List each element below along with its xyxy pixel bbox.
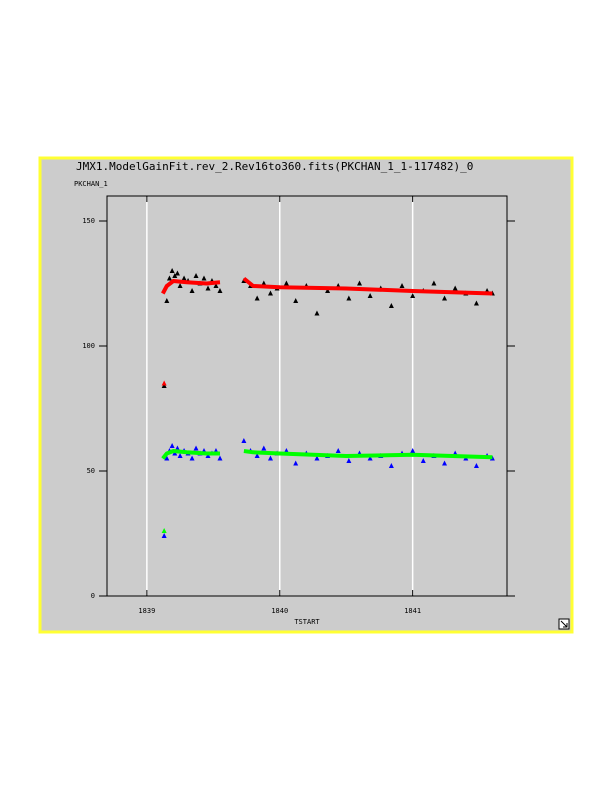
x-tick-label: 1841: [404, 607, 421, 615]
triangle-point: [205, 285, 211, 291]
triangle-point: [254, 453, 260, 458]
triangle-point: [420, 458, 426, 463]
triangle-point: [442, 295, 448, 301]
triangle-point: [193, 273, 199, 278]
triangle-point: [189, 455, 195, 461]
triangle-point: [293, 460, 299, 466]
triangle-point: [254, 295, 260, 301]
triangle-point: [356, 280, 362, 286]
triangle-point: [388, 303, 394, 308]
plot-frame: [106, 195, 508, 597]
triangle-point: [161, 528, 167, 533]
triangle-point: [314, 455, 320, 461]
triangle-point: [452, 285, 458, 291]
triangle-point: [346, 295, 352, 301]
y-tick-label: 0: [91, 592, 95, 600]
triangle-point: [473, 300, 479, 306]
triangle-point: [161, 380, 167, 386]
triangle-point: [410, 293, 416, 298]
triangle-point: [293, 298, 299, 303]
fit-line: [161, 276, 493, 296]
y-tick-label: 50: [87, 467, 95, 475]
fit-line: [161, 449, 493, 460]
plot-window: [38, 156, 574, 634]
triangle-point: [189, 288, 195, 293]
chart-title: JMX1.ModelGainFit.rev_2.Rev16to360.fits(…: [76, 160, 473, 173]
triangle-point: [217, 455, 223, 461]
y-tick-label: 150: [82, 217, 95, 225]
triangle-point: [367, 455, 373, 461]
triangle-point: [164, 298, 170, 303]
y-axis-label: PKCHAN_1: [74, 180, 108, 188]
triangle-point: [181, 275, 187, 281]
triangle-point: [172, 273, 178, 278]
triangle-point: [325, 288, 331, 293]
triangle-point: [161, 533, 167, 538]
triangle-point: [169, 268, 175, 273]
triangle-point: [201, 275, 207, 281]
triangle-point: [241, 438, 247, 443]
triangle-point: [177, 283, 183, 288]
triangle-point: [267, 455, 273, 461]
triangle-point: [267, 290, 273, 296]
triangle-point: [399, 283, 405, 288]
triangle-point: [174, 445, 180, 451]
x-tick-label: 1839: [138, 607, 155, 615]
triangle-point: [473, 463, 479, 468]
triangle-point: [283, 280, 289, 286]
triangle-point: [431, 280, 437, 286]
y-tick-label: 100: [82, 342, 95, 350]
triangle-point: [217, 288, 223, 293]
triangle-point: [346, 458, 352, 463]
triangle-point: [335, 448, 341, 453]
triangle-point: [367, 293, 373, 298]
resize-icon[interactable]: [558, 618, 570, 630]
triangle-point: [410, 448, 416, 453]
triangle-point: [177, 453, 183, 458]
triangle-point: [213, 283, 219, 288]
triangle-point: [193, 445, 199, 451]
triangle-point: [166, 275, 172, 281]
triangle-point: [442, 460, 448, 466]
x-tick-label: 1840: [271, 607, 288, 615]
x-axis-label: TSTART: [294, 618, 320, 626]
triangle-point: [174, 270, 180, 276]
triangle-point: [314, 310, 320, 316]
triangle-point: [261, 445, 267, 451]
triangle-point: [164, 455, 170, 461]
triangle-point: [261, 280, 267, 286]
triangle-point: [388, 463, 394, 468]
triangle-point: [169, 443, 175, 448]
